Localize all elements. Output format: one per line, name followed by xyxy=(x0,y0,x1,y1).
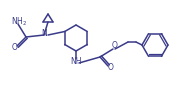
Text: O: O xyxy=(108,64,114,72)
Text: NH$_2$: NH$_2$ xyxy=(11,16,27,28)
Text: O: O xyxy=(12,43,18,52)
Text: O: O xyxy=(112,42,118,51)
Text: N: N xyxy=(41,29,47,39)
Text: NH: NH xyxy=(70,58,82,67)
